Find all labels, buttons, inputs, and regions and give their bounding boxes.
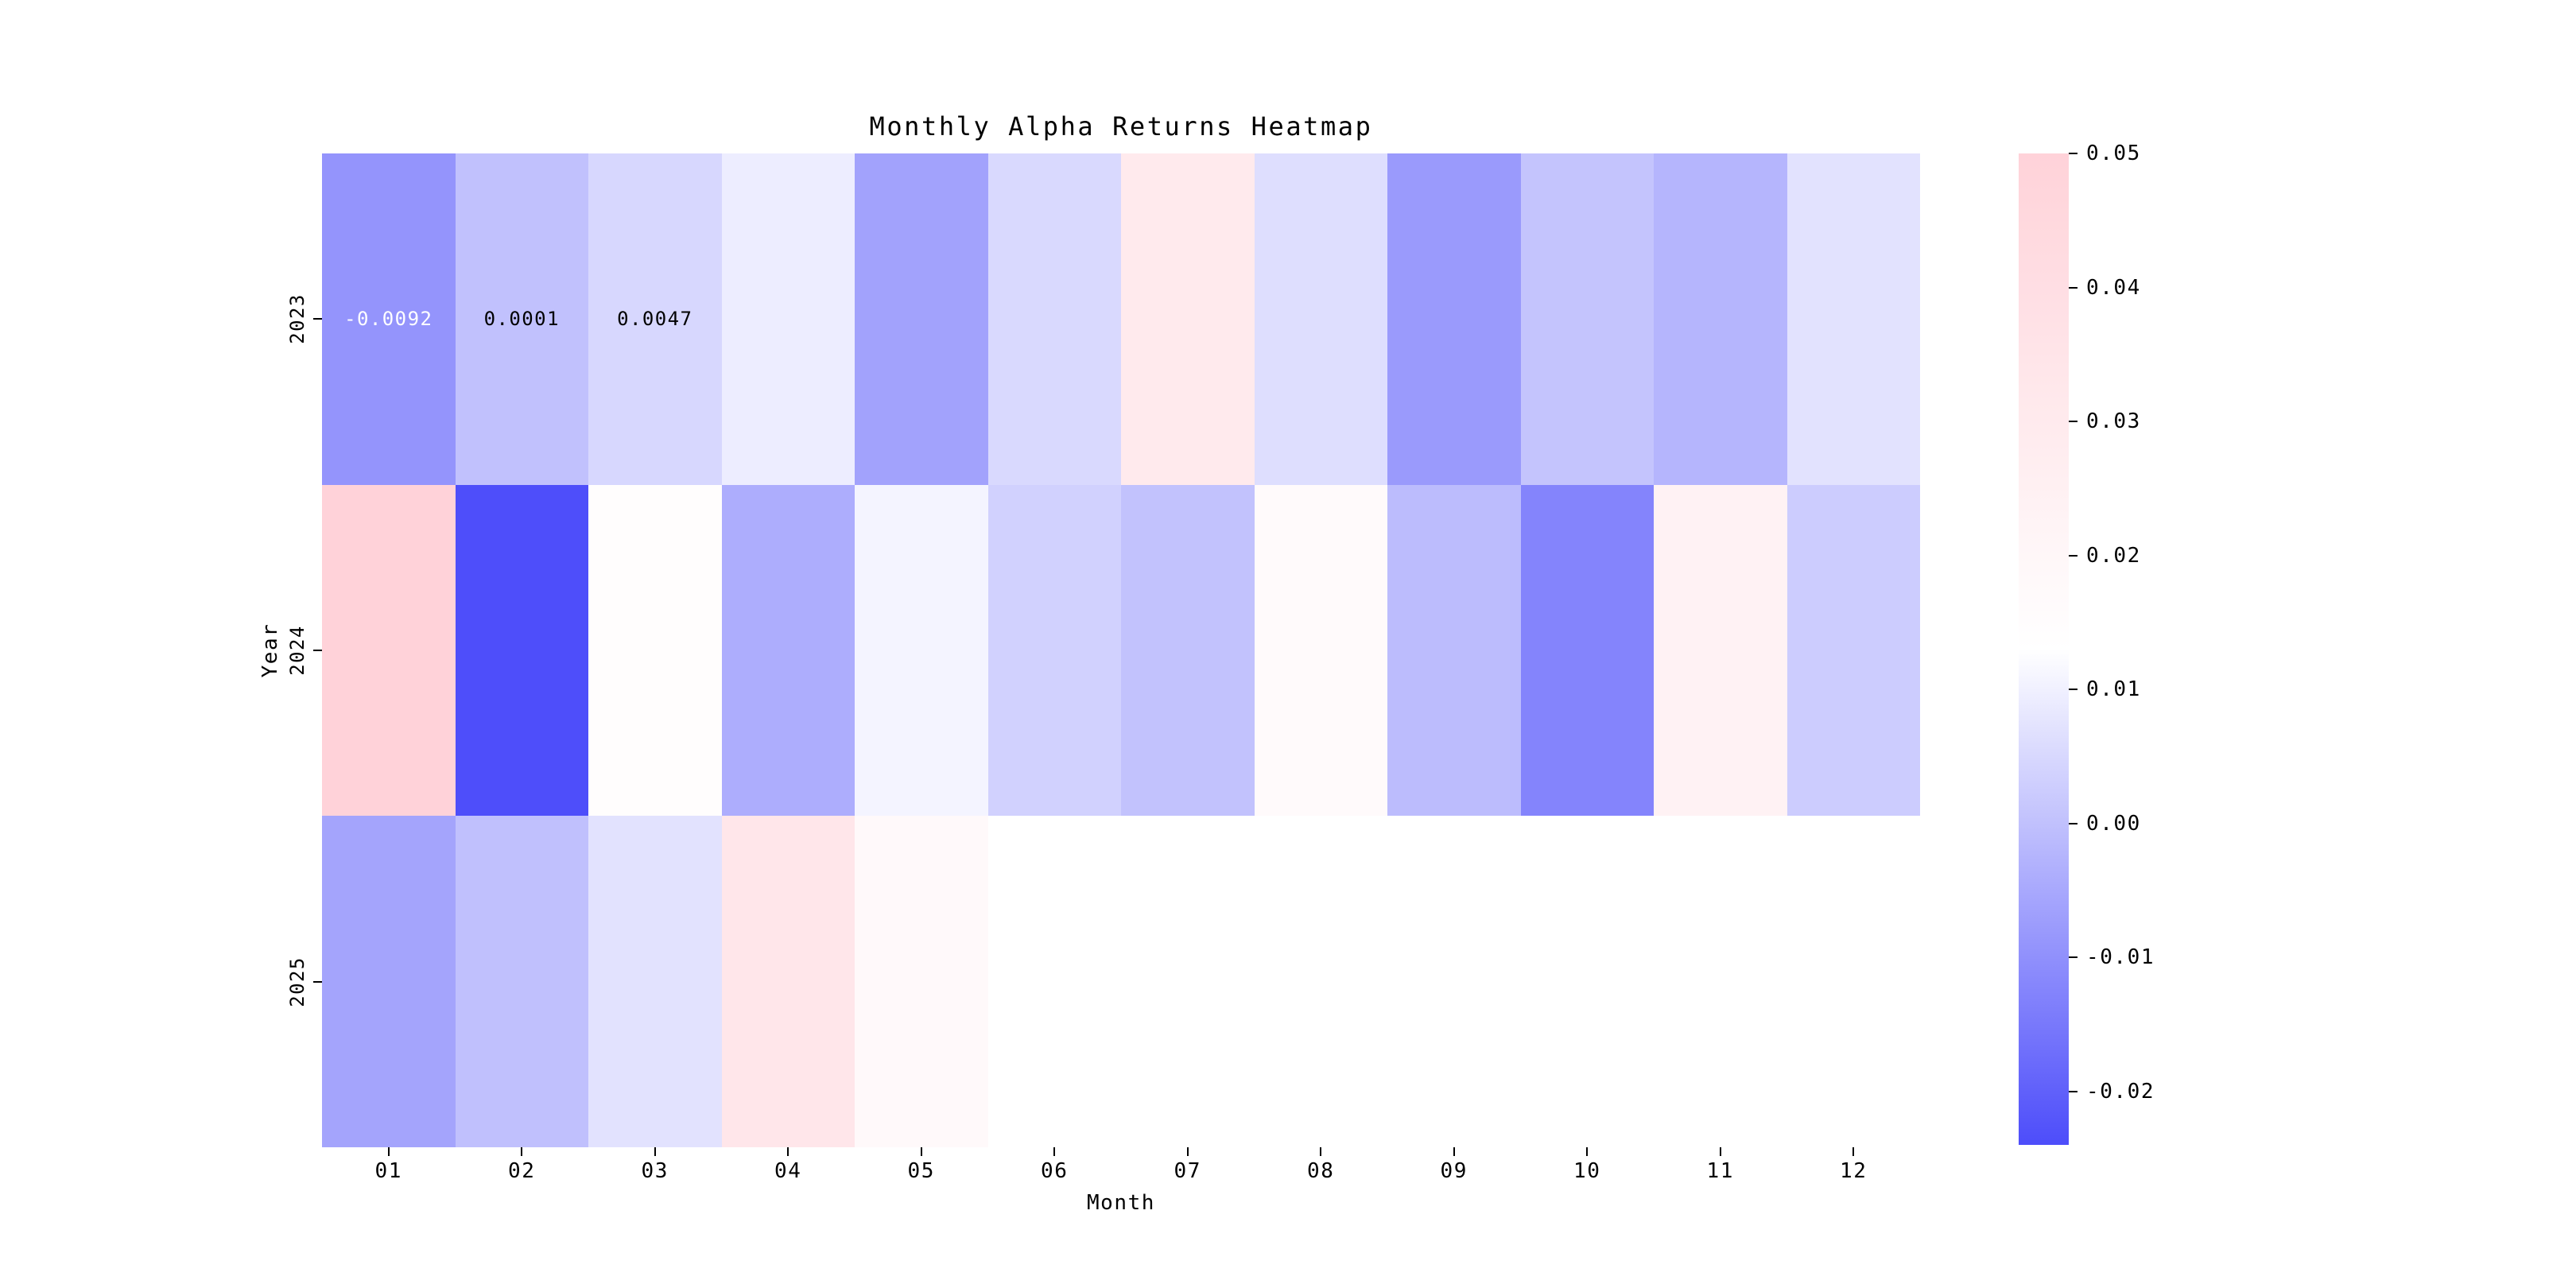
heatmap-cell-2023-05 [855, 153, 988, 485]
heatmap-cell-2025-12 [1787, 816, 1920, 1147]
colorbar-gradient [2019, 153, 2069, 1145]
heatmap-cell-2023-09 [1387, 153, 1521, 485]
heatmap-cell-2025-02 [455, 816, 588, 1147]
y-tick-mark-2023 [313, 318, 322, 320]
heatmap-cell-2024-12 [1787, 484, 1920, 817]
x-tick-mark-05 [920, 1147, 922, 1156]
heatmap-cell-2025-09 [1387, 816, 1521, 1147]
colorbar-tick-mark-0.05 [2069, 153, 2077, 154]
heatmap-cell-2023-04 [721, 153, 855, 485]
x-tick-mark-03 [654, 1147, 656, 1156]
y-tick-label-2025: 2025 [286, 956, 308, 1007]
x-tick-mark-04 [787, 1147, 789, 1156]
x-tick-mark-02 [521, 1147, 523, 1156]
colorbar-tick-mark-0.04 [2069, 286, 2077, 289]
x-tick-label-01: 01 [374, 1159, 402, 1183]
colorbar-tick-label-0.02: 0.02 [2086, 543, 2141, 568]
x-tick-mark-01 [387, 1147, 390, 1156]
y-tick-mark-2024 [313, 650, 322, 651]
colorbar-tick-mark-0.02 [2069, 554, 2077, 557]
x-tick-label-03: 03 [641, 1159, 669, 1183]
x-tick-label-05: 05 [907, 1159, 935, 1183]
heatmap-cell-2023-11 [1654, 153, 1787, 485]
x-tick-label-02: 02 [508, 1159, 536, 1183]
colorbar-tick-mark-0.01 [2069, 689, 2077, 691]
heatmap-cell-2025-04 [721, 816, 855, 1147]
heatmap-cell-2025-10 [1520, 816, 1654, 1147]
x-tick-mark-12 [1852, 1147, 1855, 1156]
x-axis-label: Month [1086, 1191, 1156, 1215]
heatmap-cell-2023-08 [1254, 153, 1387, 485]
heatmap-cell-2024-06 [987, 484, 1121, 817]
colorbar-tick-label-0.00: 0.00 [2086, 811, 2141, 836]
x-tick-label-09: 09 [1440, 1159, 1468, 1183]
heatmap-grid: -0.0092 0.0001 0.0047 [322, 153, 1920, 1147]
heatmap-cell-2023-06 [987, 153, 1121, 485]
x-tick-label-04: 04 [774, 1159, 802, 1183]
heatmap-cell-2024-05 [855, 484, 988, 817]
heatmap-cell-2025-01 [322, 816, 456, 1147]
x-tick-label-10: 10 [1573, 1159, 1601, 1183]
y-axis-label: Year [258, 623, 282, 678]
heatmap-cell-2024-03 [588, 484, 722, 817]
x-tick-label-08: 08 [1307, 1159, 1335, 1183]
heatmap-cell-2023-01-annotated: -0.0092 [322, 153, 456, 485]
heatmap-cell-2024-10 [1520, 484, 1654, 817]
heatmap-cell-2025-05 [855, 816, 988, 1147]
heatmap-cell-2024-09 [1387, 484, 1521, 817]
x-tick-label-12: 12 [1840, 1159, 1868, 1183]
colorbar-tick-label--0.02: -0.02 [2086, 1079, 2155, 1104]
x-tick-mark-06 [1053, 1147, 1056, 1156]
heatmap-cell-2024-02 [455, 484, 588, 817]
x-tick-mark-07 [1186, 1147, 1189, 1156]
heatmap-cell-2025-08 [1254, 816, 1387, 1147]
heatmap-cell-2025-03 [588, 816, 722, 1147]
heatmap-cell-2025-11 [1654, 816, 1787, 1147]
y-tick-mark-2025 [313, 980, 322, 983]
x-tick-label-11: 11 [1706, 1159, 1734, 1183]
heatmap-cell-2023-10 [1520, 153, 1654, 485]
colorbar-tick-label-0.04: 0.04 [2086, 275, 2141, 300]
heatmap-cell-2023-03-annotated: 0.0047 [588, 153, 722, 485]
x-tick-mark-08 [1320, 1147, 1322, 1156]
y-tick-label-2024: 2024 [286, 625, 308, 676]
heatmap-cell-2025-06 [987, 816, 1121, 1147]
x-tick-label-06: 06 [1041, 1159, 1069, 1183]
heatmap-cell-2023-12 [1787, 153, 1920, 485]
heatmap-cell-2024-08 [1254, 484, 1387, 817]
x-tick-mark-09 [1453, 1147, 1455, 1156]
colorbar-tick-mark-0.03 [2069, 421, 2077, 423]
colorbar-tick-mark--0.02 [2069, 1090, 2077, 1092]
colorbar-tick-mark--0.01 [2069, 956, 2077, 959]
x-tick-label-07: 07 [1174, 1159, 1201, 1183]
colorbar-tick-label-0.05: 0.05 [2086, 142, 2141, 165]
heatmap-cell-2024-01 [322, 484, 456, 817]
chart-title: Monthly Alpha Returns Heatmap [869, 111, 1373, 142]
heatmap-cell-2023-02-annotated: 0.0001 [455, 153, 588, 485]
colorbar-tick-mark-0.00 [2069, 822, 2077, 824]
colorbar-tick-label-0.03: 0.03 [2086, 409, 2141, 434]
colorbar-tick-label-0.01: 0.01 [2086, 677, 2141, 702]
heatmap-cell-2024-11 [1654, 484, 1787, 817]
x-tick-mark-11 [1719, 1147, 1721, 1156]
y-tick-label-2023: 2023 [286, 293, 308, 345]
heatmap-cell-2024-07 [1121, 484, 1255, 817]
heatmap-cell-2025-07 [1121, 816, 1255, 1147]
colorbar-tick-label--0.01: -0.01 [2086, 945, 2155, 970]
heatmap-cell-2024-04 [721, 484, 855, 817]
heatmap-cell-2023-07 [1121, 153, 1255, 485]
x-tick-mark-10 [1586, 1147, 1589, 1156]
